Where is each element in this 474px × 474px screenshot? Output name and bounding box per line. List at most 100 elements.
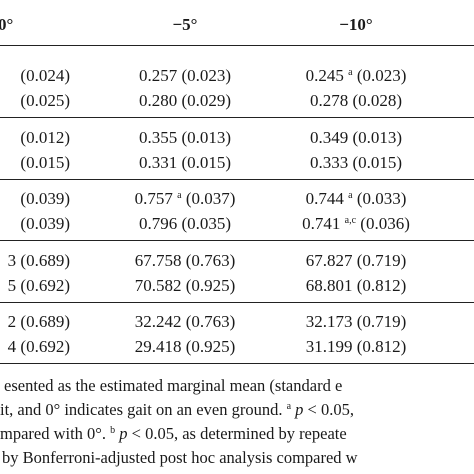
cell-value: 0.280 bbox=[138, 91, 178, 110]
cell-value: 70.582 bbox=[134, 275, 182, 295]
cell-se: (0.692) bbox=[20, 337, 70, 356]
cell-se: (0.812) bbox=[356, 337, 407, 356]
table-cell: 0.757 a (0.037) bbox=[135, 189, 236, 209]
cell-se: (0.763) bbox=[185, 312, 236, 331]
cell-se: (0.024) bbox=[20, 66, 70, 85]
table-cell: 0.278 (0.028) bbox=[310, 91, 402, 111]
cell-superscript: a bbox=[348, 67, 353, 78]
table-cell: 32.242 (0.763) bbox=[135, 312, 236, 332]
cell-value: 0.245 bbox=[305, 66, 344, 85]
cell-se: (0.763) bbox=[185, 250, 236, 270]
table-cell: 68.801 (0.812) bbox=[306, 276, 407, 296]
cell-value: 0.331 bbox=[138, 152, 178, 172]
cell-value: 3 bbox=[7, 250, 17, 270]
table-cell: 0.349 (0.013) bbox=[310, 128, 402, 148]
cell-value: 0.744 bbox=[305, 189, 344, 208]
table-cell: (0.039) bbox=[20, 189, 70, 209]
table-rule bbox=[0, 301, 474, 303]
cell-superscript: a bbox=[348, 190, 353, 201]
table-cell: 3 (0.689) bbox=[8, 251, 70, 271]
cell-value: 67.827 bbox=[305, 250, 353, 270]
cell-se: (0.925) bbox=[185, 275, 236, 295]
cell-value: 32.173 bbox=[305, 312, 353, 331]
cell-se: (0.015) bbox=[352, 152, 403, 172]
cell-se: (0.015) bbox=[181, 152, 232, 172]
cell-value: 4 bbox=[7, 337, 17, 356]
cell-se: (0.812) bbox=[356, 275, 407, 295]
footnote-text: < 0.05, bbox=[303, 400, 354, 419]
footnote-superscript: a bbox=[286, 401, 292, 412]
cell-se: (0.039) bbox=[20, 214, 70, 233]
cell-se: (0.719) bbox=[356, 250, 407, 270]
cell-se: (0.033) bbox=[356, 189, 407, 208]
table-cell: 4 (0.692) bbox=[8, 337, 70, 357]
cell-value: 29.418 bbox=[134, 337, 182, 356]
cell-se: (0.028) bbox=[352, 91, 403, 110]
cell-superscript: a,c bbox=[344, 215, 357, 226]
table-cell: 0.257 (0.023) bbox=[139, 66, 231, 86]
cell-se: (0.689) bbox=[20, 312, 70, 331]
table-cell: (0.015) bbox=[20, 153, 70, 173]
table-cell: 0.741 a,c (0.036) bbox=[302, 214, 410, 234]
table-rule bbox=[0, 363, 474, 364]
cell-se: (0.035) bbox=[181, 214, 232, 233]
footnote-text: it, and 0° indicates gait on an even gro… bbox=[0, 400, 287, 419]
cell-se: (0.692) bbox=[20, 275, 70, 295]
table-cell: (0.024) bbox=[20, 66, 70, 86]
table-cell: 2 (0.689) bbox=[8, 312, 70, 332]
cell-value: 0.757 bbox=[134, 189, 173, 208]
footnote-italic: p bbox=[295, 400, 304, 419]
column-header: 0° bbox=[0, 15, 14, 34]
footnote-text: by Bonferroni-adjusted post hoc analysis… bbox=[2, 448, 358, 467]
cell-se: (0.719) bbox=[356, 312, 407, 331]
table-cell: 0.280 (0.029) bbox=[139, 91, 231, 111]
table-cell: 0.333 (0.015) bbox=[310, 153, 402, 173]
cell-value: 0.796 bbox=[138, 214, 178, 233]
cell-se: (0.012) bbox=[20, 127, 70, 147]
cell-se: (0.036) bbox=[360, 214, 410, 233]
cell-se: (0.029) bbox=[181, 91, 232, 110]
table-rule bbox=[0, 178, 474, 180]
table-cell: (0.039) bbox=[20, 214, 70, 234]
cell-value: 32.242 bbox=[134, 312, 182, 331]
table-cell: 0.355 (0.013) bbox=[139, 128, 231, 148]
table-cell: 29.418 (0.925) bbox=[135, 337, 236, 357]
cell-se: (0.013) bbox=[352, 127, 403, 147]
cell-value: 31.199 bbox=[305, 337, 353, 356]
table-rule bbox=[0, 117, 474, 118]
cell-value: 0.257 bbox=[138, 66, 178, 85]
cell-value: 2 bbox=[7, 312, 17, 331]
cell-se: (0.689) bbox=[20, 250, 70, 270]
cell-value: 0.333 bbox=[309, 152, 349, 172]
column-header: −10° bbox=[339, 15, 373, 34]
table-cell: 0.744 a (0.033) bbox=[306, 189, 407, 209]
footnote-line: mpared with 0°. b p < 0.05, as determine… bbox=[0, 424, 347, 444]
cell-value: 67.758 bbox=[134, 250, 182, 270]
table-cell: 0.796 (0.035) bbox=[139, 214, 231, 234]
cell-se: (0.925) bbox=[185, 337, 236, 356]
table-cell: 70.582 (0.925) bbox=[135, 276, 236, 296]
cell-se: (0.037) bbox=[185, 189, 236, 208]
cell-value: 0.355 bbox=[138, 127, 178, 147]
cell-se: (0.023) bbox=[181, 66, 232, 85]
footnote-line: by Bonferroni-adjusted post hoc analysis… bbox=[2, 448, 358, 468]
cell-value: 0.741 bbox=[302, 214, 341, 233]
table-cell: (0.012) bbox=[20, 128, 70, 148]
cell-se: (0.023) bbox=[356, 66, 407, 85]
cell-se: (0.015) bbox=[20, 152, 70, 172]
footnote-line: esented as the estimated marginal mean (… bbox=[4, 376, 342, 396]
table-cell: 0.245 a (0.023) bbox=[306, 66, 407, 86]
cell-se: (0.025) bbox=[20, 91, 70, 110]
footnote-text: < 0.05, as determined by repeate bbox=[127, 424, 347, 443]
table-rule bbox=[0, 240, 474, 241]
footnote-text: mpared with 0°. bbox=[0, 424, 111, 443]
table-cell: 5 (0.692) bbox=[8, 276, 70, 296]
table-cell: (0.025) bbox=[20, 91, 70, 111]
footnote-superscript: b bbox=[110, 425, 116, 436]
table-cell: 32.173 (0.719) bbox=[306, 312, 407, 332]
cell-value: 0.278 bbox=[309, 91, 349, 110]
footnote-italic: p bbox=[119, 424, 128, 443]
footnote-line: it, and 0° indicates gait on an even gro… bbox=[0, 400, 354, 420]
cell-se: (0.013) bbox=[181, 127, 232, 147]
